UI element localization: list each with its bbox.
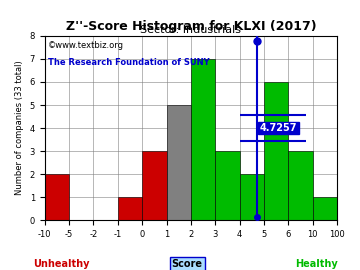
Bar (45, 174, 69, 220)
Text: Score: Score (172, 259, 203, 269)
Text: The Research Foundation of SUNY: The Research Foundation of SUNY (48, 58, 209, 67)
Bar (215, 151, 240, 220)
Bar (264, 82, 288, 220)
Bar (118, 197, 142, 220)
Bar (142, 151, 167, 220)
Text: Unhealthy: Unhealthy (33, 259, 89, 269)
Title: Z''-Score Histogram for KLXI (2017): Z''-Score Histogram for KLXI (2017) (66, 21, 316, 33)
Text: Sector: Industrials: Sector: Industrials (140, 25, 242, 35)
Bar (313, 197, 337, 220)
Bar (167, 105, 191, 220)
Bar (288, 151, 313, 220)
Bar (191, 59, 215, 220)
Text: 4.7257: 4.7257 (260, 123, 297, 133)
Bar (240, 174, 264, 220)
Text: ©www.textbiz.org: ©www.textbiz.org (48, 42, 123, 50)
Text: Healthy: Healthy (296, 259, 338, 269)
Y-axis label: Number of companies (33 total): Number of companies (33 total) (15, 61, 24, 195)
